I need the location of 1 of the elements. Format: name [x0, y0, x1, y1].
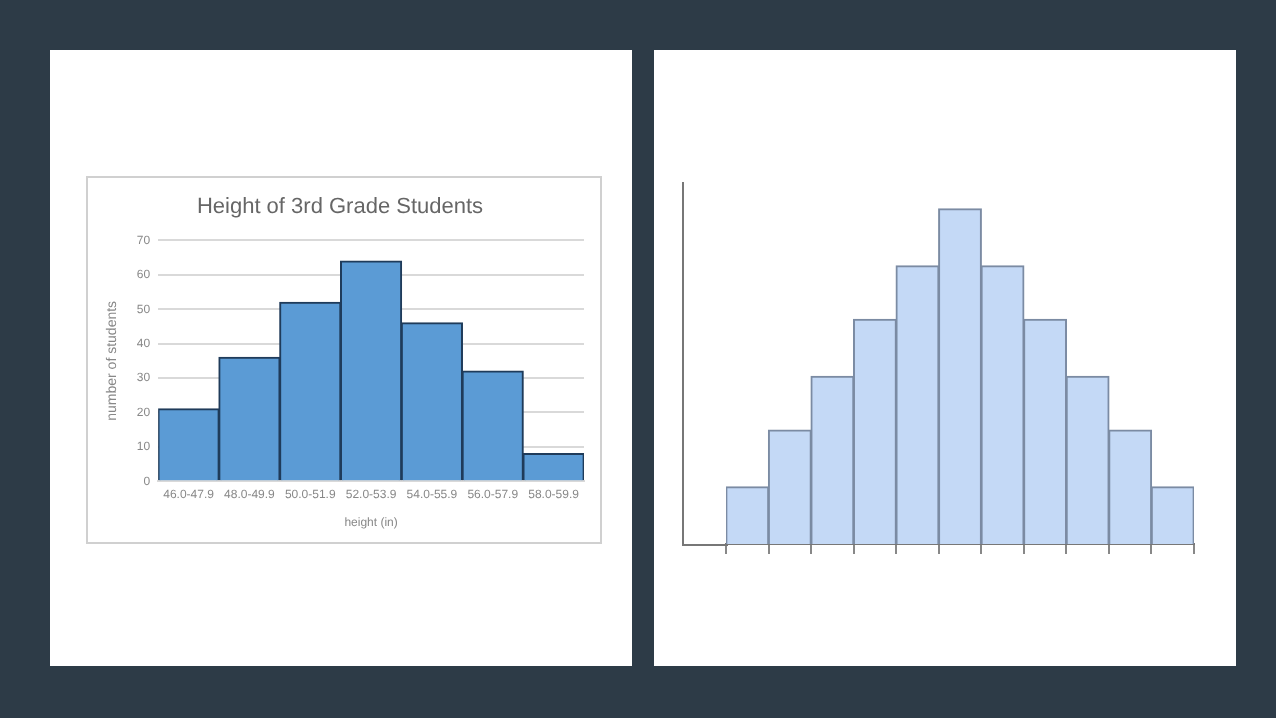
- chart-title: Height of 3rd Grade Students: [196, 195, 485, 220]
